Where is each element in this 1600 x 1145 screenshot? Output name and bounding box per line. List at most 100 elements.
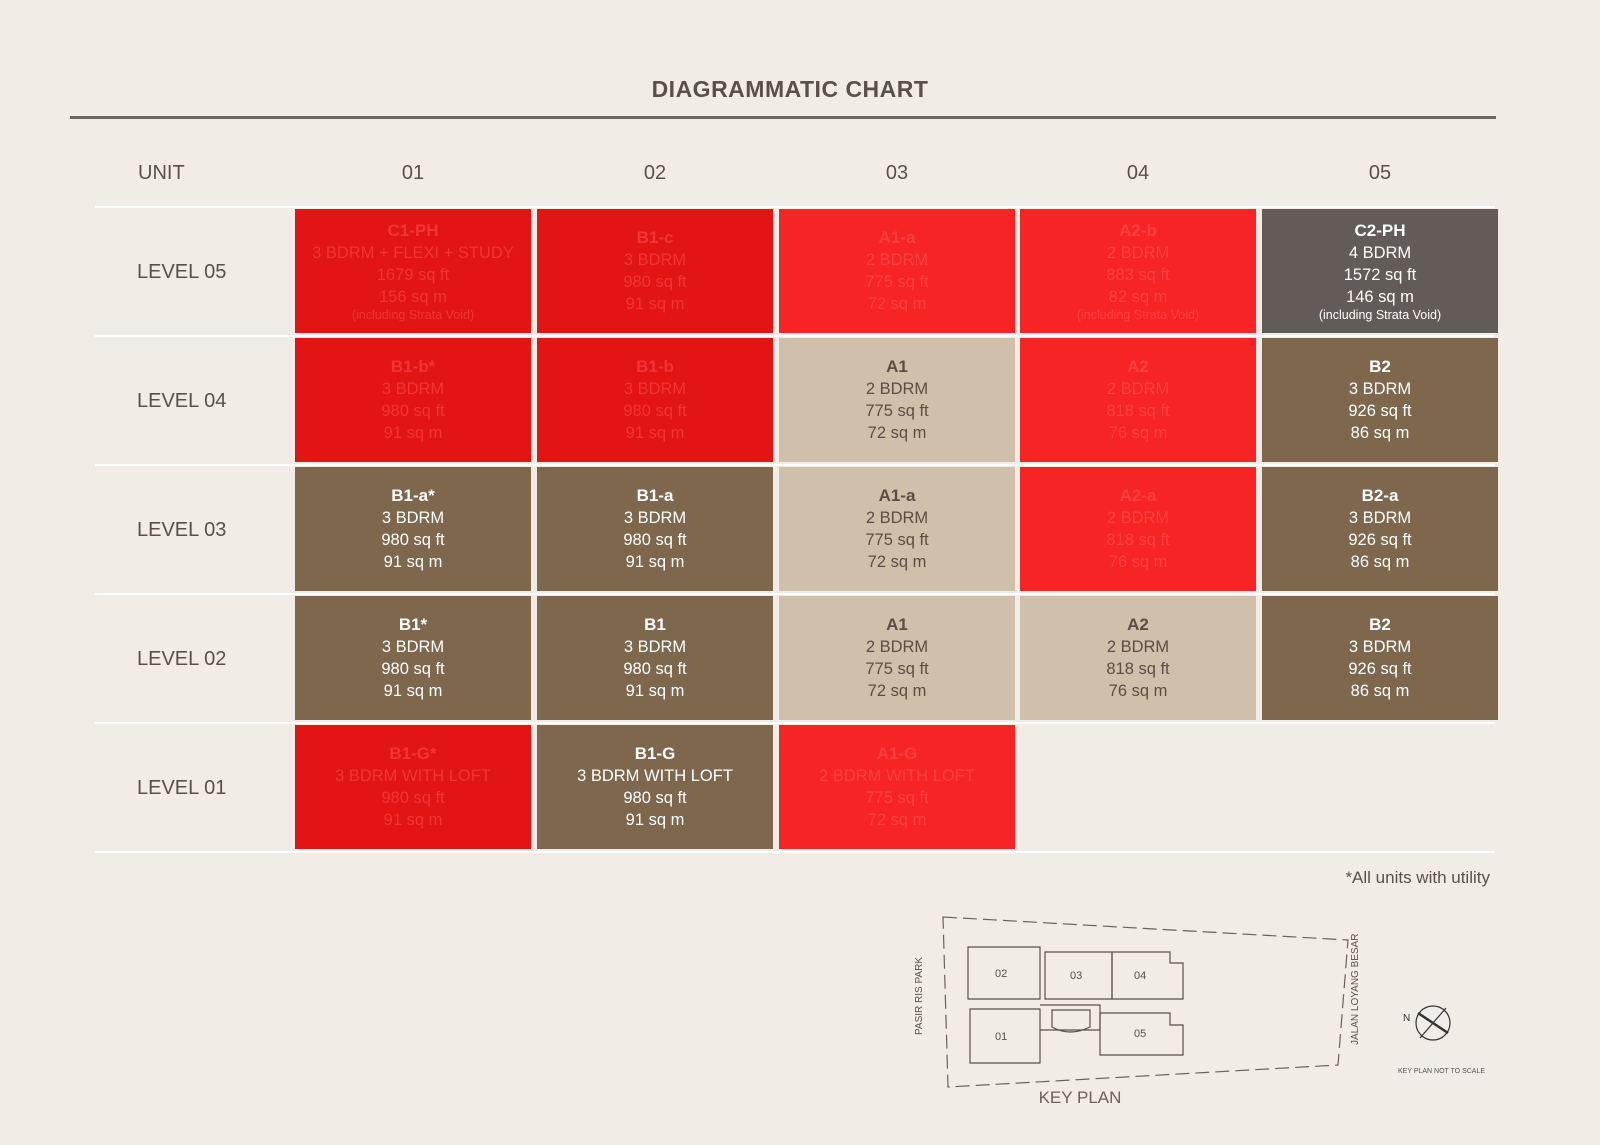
unit-sqft: 818 sq ft: [1106, 402, 1170, 420]
unit-sqft: 775 sq ft: [865, 531, 929, 549]
unit-cell[interactable]: B1-b 3 BDRM 980 sq ft 91 sq m: [537, 338, 773, 462]
row-divider: [95, 206, 1495, 208]
unit-sqft: 980 sq ft: [623, 660, 687, 678]
unit-cell[interactable]: A1 2 BDRM 775 sq ft 72 sq m: [779, 596, 1015, 720]
unit-code: A1-a: [878, 486, 916, 505]
unit-code: A1-G: [876, 744, 918, 763]
unit-bdrm: 3 BDRM + FLEXI + STUDY: [312, 244, 514, 262]
unit-sqft: 775 sq ft: [865, 789, 929, 807]
row-label: LEVEL 02: [137, 648, 227, 670]
unit-code: C1-PH: [387, 221, 439, 240]
unit-sqm: 91 sq m: [625, 682, 685, 700]
unit-cell[interactable]: B1* 3 BDRM 980 sq ft 91 sq m: [295, 596, 531, 720]
unit-cell[interactable]: A2 2 BDRM 818 sq ft 76 sq m: [1020, 338, 1256, 462]
unit-cell[interactable]: B1-c 3 BDRM 980 sq ft 91 sq m: [537, 209, 773, 333]
unit-code: B1-G: [634, 744, 676, 763]
unit-sqft: 980 sq ft: [381, 402, 445, 420]
unit-sqm: 72 sq m: [867, 295, 927, 313]
unit-note: (including Strata Void): [1318, 308, 1442, 322]
unit-bdrm: 3 BDRM: [381, 509, 445, 527]
title-divider: [70, 116, 1496, 119]
unit-bdrm: 2 BDRM: [1106, 509, 1170, 527]
unit-sqft: 980 sq ft: [381, 660, 445, 678]
unit-cell[interactable]: A2-a 2 BDRM 818 sq ft 76 sq m: [1020, 467, 1256, 591]
unit-sqm: 156 sq m: [379, 288, 447, 306]
unit-cell[interactable]: A1 2 BDRM 775 sq ft 72 sq m: [779, 338, 1015, 462]
unit-sqft: 980 sq ft: [623, 402, 687, 420]
unit-cell[interactable]: B1 3 BDRM 980 sq ft 91 sq m: [537, 596, 773, 720]
row-label: LEVEL 03: [137, 519, 227, 541]
unit-cell[interactable]: A2 2 BDRM 818 sq ft 76 sq m: [1020, 596, 1256, 720]
block-04: [1111, 951, 1184, 1000]
unit-cell[interactable]: B1-a 3 BDRM 980 sq ft 91 sq m: [537, 467, 773, 591]
unit-cell[interactable]: C1-PH 3 BDRM + FLEXI + STUDY 1679 sq ft 156…: [295, 209, 531, 333]
unit-sqm: 91 sq m: [625, 295, 685, 313]
unit-cell[interactable]: A1-a 2 BDRM 775 sq ft 72 sq m: [779, 467, 1015, 591]
unit-sqft: 926 sq ft: [1348, 402, 1412, 420]
unit-sqm: 146 sq m: [1346, 288, 1414, 306]
unit-sqm: 76 sq m: [1108, 553, 1168, 571]
unit-sqft: 980 sq ft: [623, 789, 687, 807]
key-plan-label: KEY PLAN: [1038, 1088, 1122, 1107]
block-01: [969, 1008, 1041, 1064]
unit-cell[interactable]: C2-PH 4 BDRM 1572 sq ft 146 sq m (including …: [1262, 209, 1498, 333]
unit-bdrm: 3 BDRM: [381, 380, 445, 398]
unit-code: A1-a: [878, 228, 916, 247]
unit-code: B1*: [398, 615, 428, 634]
unit-sqft: 980 sq ft: [381, 789, 445, 807]
unit-sqm: 91 sq m: [625, 553, 685, 571]
unit-sqft: 980 sq ft: [623, 273, 687, 291]
unit-code: B1-c: [636, 228, 674, 247]
row-divider: [95, 593, 1495, 595]
unit-bdrm: 2 BDRM: [865, 380, 929, 398]
unit-sqm: 91 sq m: [383, 682, 443, 700]
unit-cell[interactable]: B1-a* 3 BDRM 980 sq ft 91 sq m: [295, 467, 531, 591]
unit-code: B2-a: [1361, 486, 1399, 505]
unit-bdrm: 4 BDRM: [1348, 244, 1412, 262]
block-label-01: 01: [995, 1031, 1007, 1043]
unit-bdrm: 3 BDRM: [623, 638, 687, 656]
unit-bdrm: 3 BDRM: [623, 251, 687, 269]
row-label: LEVEL 04: [137, 390, 227, 412]
key-plan-scale-note: KEY PLAN NOT TO SCALE: [1398, 1068, 1486, 1075]
north-label: N: [1403, 1013, 1410, 1024]
unit-sqft: 775 sq ft: [865, 273, 929, 291]
unit-sqft: 775 sq ft: [865, 660, 929, 678]
column-header-04: 04: [1126, 162, 1150, 184]
unit-cell[interactable]: B2-a 3 BDRM 926 sq ft 86 sq m: [1262, 467, 1498, 591]
unit-bdrm: 3 BDRM: [623, 380, 687, 398]
unit-cell[interactable]: A1-G 2 BDRM WITH LOFT 775 sq ft 72 sq m: [779, 725, 1015, 849]
unit-cell[interactable]: B2 3 BDRM 926 sq ft 86 sq m: [1262, 596, 1498, 720]
unit-header: UNIT: [138, 162, 185, 184]
unit-sqm: 82 sq m: [1108, 288, 1168, 306]
unit-bdrm: 3 BDRM: [1348, 638, 1412, 656]
unit-cell[interactable]: B1-G 3 BDRM WITH LOFT 980 sq ft 91 sq m: [537, 725, 773, 849]
unit-bdrm: 3 BDRM WITH LOFT: [335, 767, 491, 785]
unit-code: B2: [1369, 615, 1391, 634]
row-divider: [95, 851, 1495, 853]
unit-sqm: 91 sq m: [383, 811, 443, 829]
page-title: DIAGRAMMATIC CHART: [651, 76, 929, 102]
unit-bdrm: 2 BDRM: [865, 251, 929, 269]
unit-cell[interactable]: A2-b 2 BDRM 883 sq ft 82 sq m (including Str…: [1020, 209, 1256, 333]
unit-code: C2-PH: [1354, 221, 1406, 240]
block-05: [1099, 1012, 1184, 1056]
unit-sqm: 72 sq m: [867, 682, 927, 700]
unit-bdrm: 3 BDRM: [381, 638, 445, 656]
unit-sqm: 86 sq m: [1350, 424, 1410, 442]
unit-sqm: 72 sq m: [867, 553, 927, 571]
unit-code: B1-a: [636, 486, 674, 505]
unit-note: (including Strata Void): [351, 308, 475, 322]
unit-code: A1: [886, 615, 908, 634]
unit-cell[interactable]: B1-G* 3 BDRM WITH LOFT 980 sq ft 91 sq m: [295, 725, 531, 849]
unit-cell[interactable]: B2 3 BDRM 926 sq ft 86 sq m: [1262, 338, 1498, 462]
unit-sqm: 86 sq m: [1350, 553, 1410, 571]
unit-sqm: 72 sq m: [867, 424, 927, 442]
unit-cell[interactable]: A1-a 2 BDRM 775 sq ft 72 sq m: [779, 209, 1015, 333]
unit-code: B1-G*: [389, 744, 437, 763]
block-02: [967, 946, 1041, 1000]
unit-sqm: 86 sq m: [1350, 682, 1410, 700]
unit-sqft: 926 sq ft: [1348, 660, 1412, 678]
unit-cell[interactable]: B1-b* 3 BDRM 980 sq ft 91 sq m: [295, 338, 531, 462]
block-label-03: 03: [1070, 970, 1082, 982]
